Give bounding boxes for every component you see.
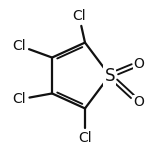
Text: O: O	[133, 95, 144, 109]
Text: O: O	[133, 56, 144, 71]
Text: Cl: Cl	[12, 92, 26, 106]
Text: Cl: Cl	[78, 131, 92, 145]
Text: Cl: Cl	[12, 39, 26, 53]
Text: Cl: Cl	[72, 9, 86, 23]
Text: S: S	[104, 66, 115, 85]
